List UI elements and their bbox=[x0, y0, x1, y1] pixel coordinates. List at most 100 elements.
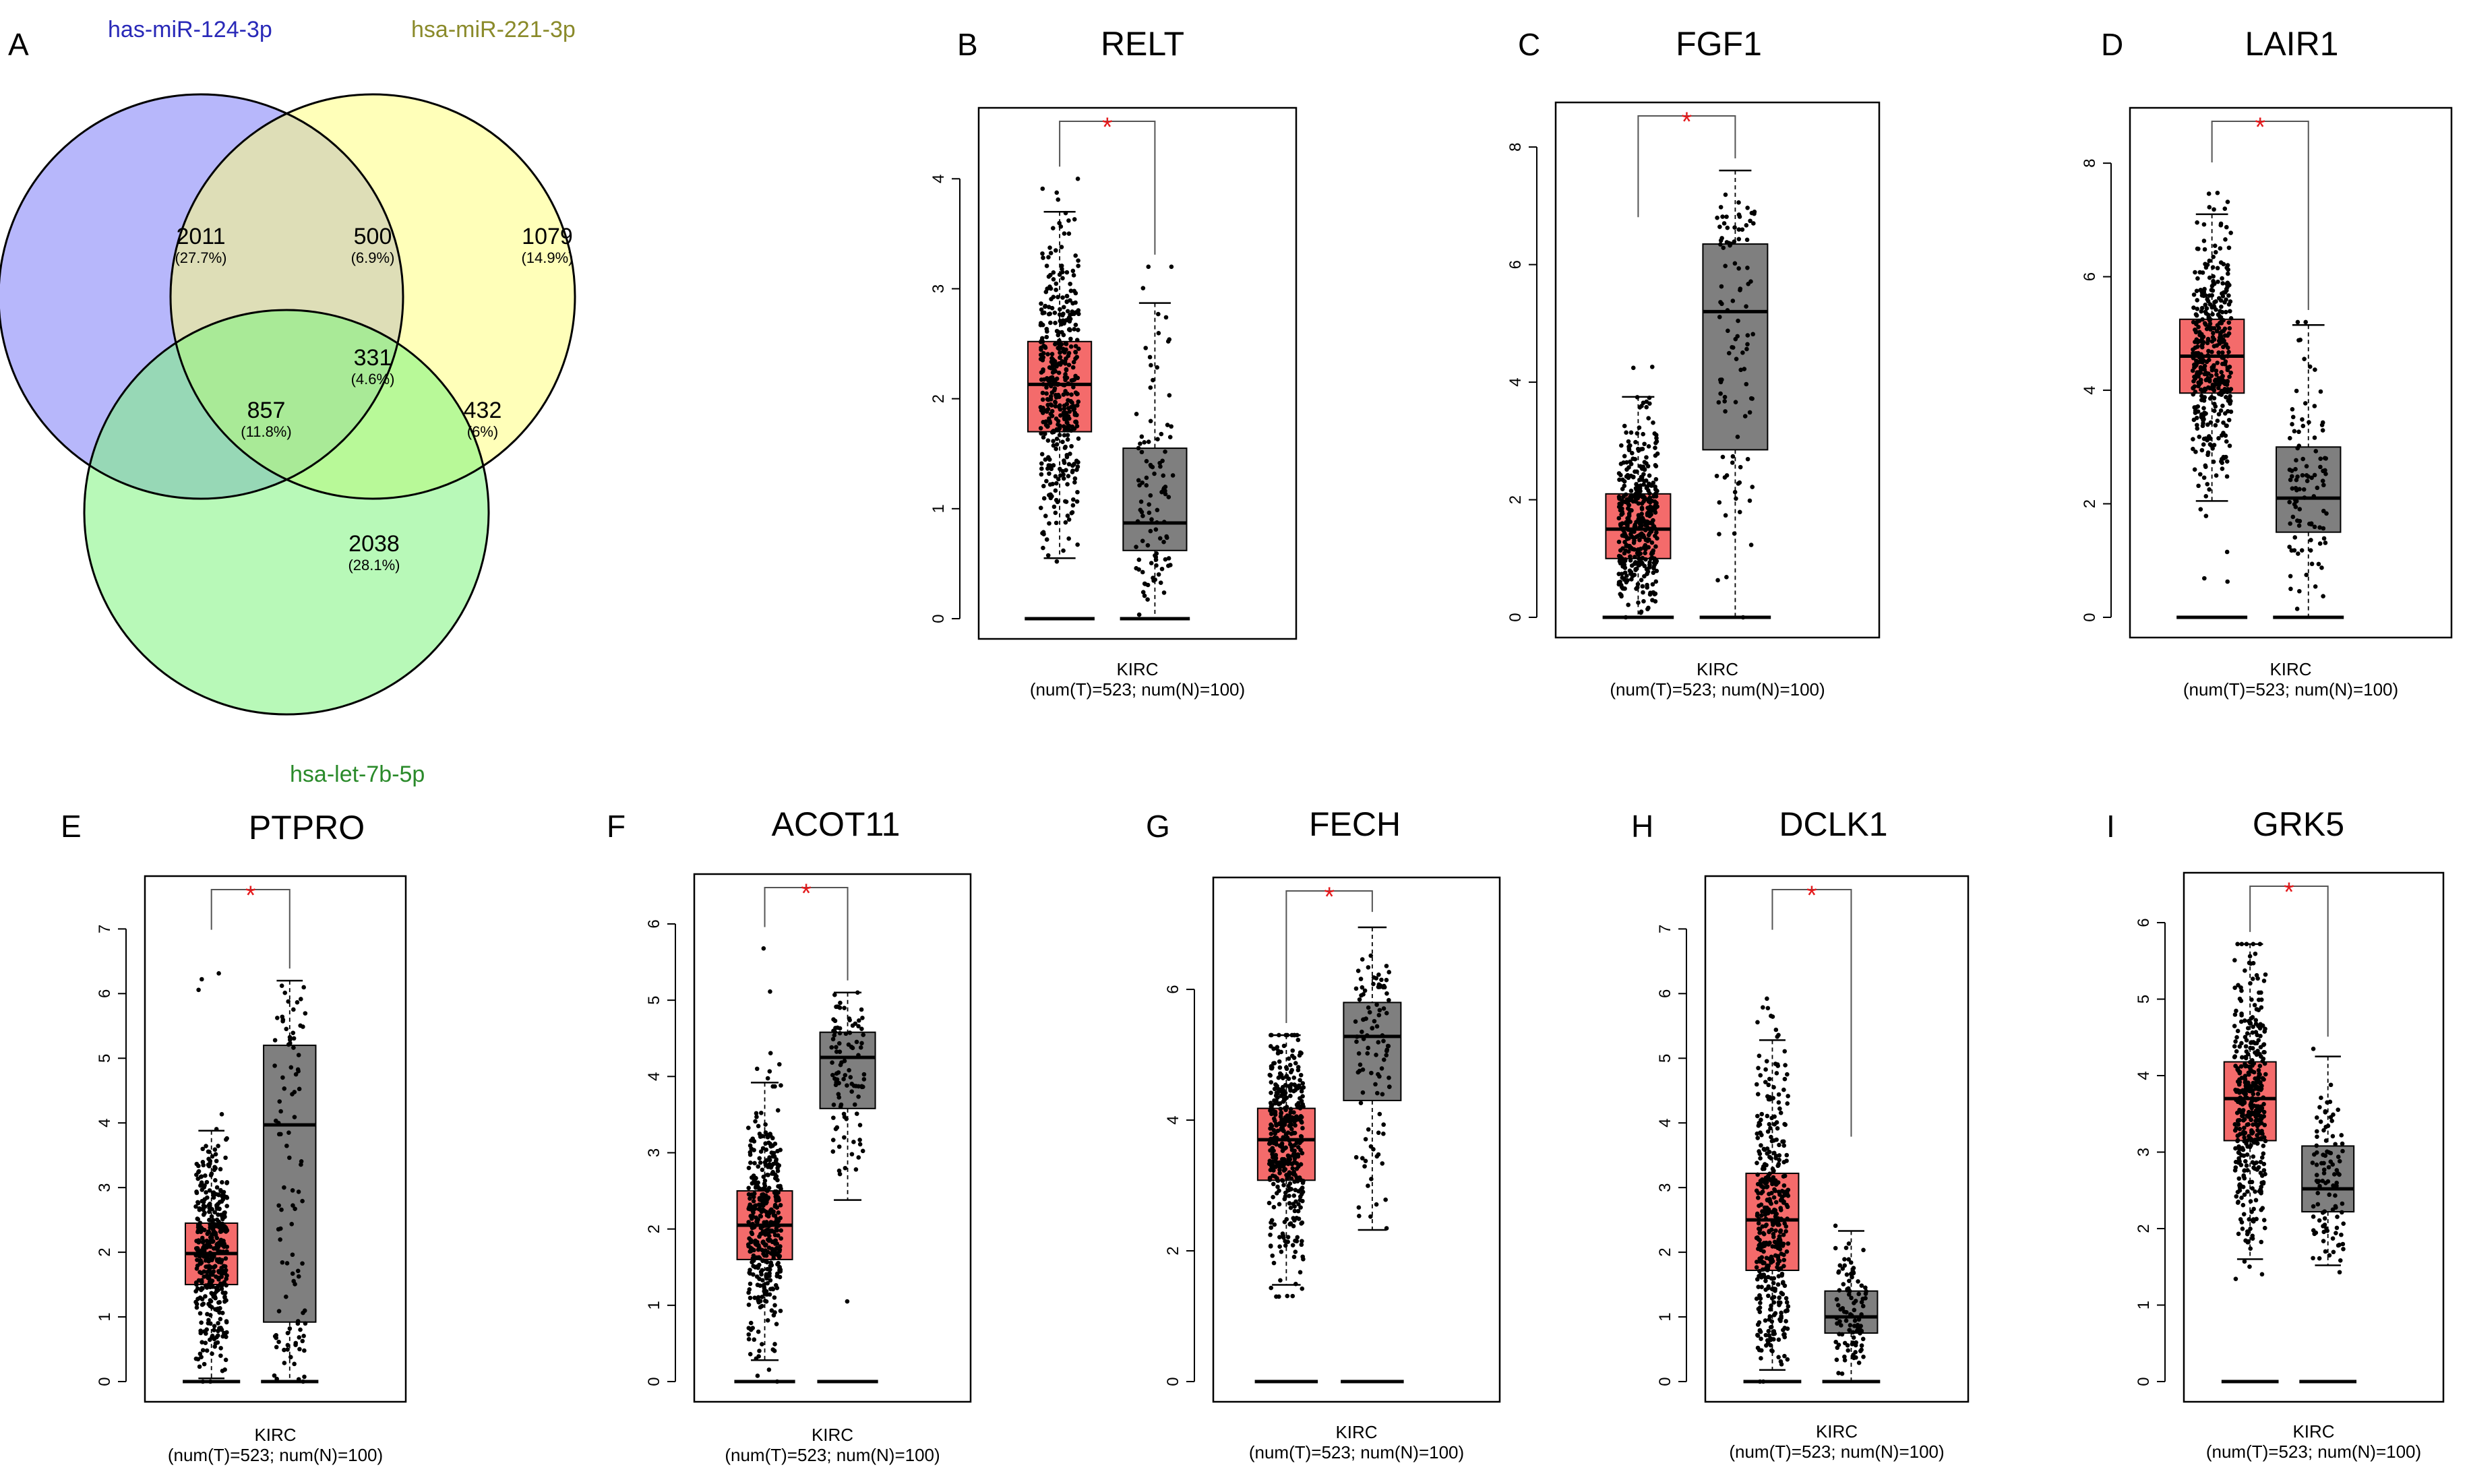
data-point bbox=[2290, 407, 2295, 412]
data-point bbox=[2314, 1143, 2319, 1148]
data-point bbox=[1852, 1301, 1856, 1305]
data-point bbox=[1833, 1245, 1838, 1251]
data-point bbox=[301, 1333, 306, 1338]
data-point bbox=[1065, 433, 1070, 437]
data-point bbox=[1136, 557, 1142, 562]
data-point bbox=[1641, 431, 1645, 437]
data-point bbox=[2340, 1210, 2344, 1215]
data-point bbox=[2209, 305, 2215, 310]
data-point bbox=[756, 1329, 761, 1334]
y-tick-label: 2 bbox=[929, 394, 948, 403]
data-point bbox=[1647, 531, 1652, 536]
data-point bbox=[220, 1290, 226, 1295]
data-point bbox=[2259, 1191, 2263, 1196]
data-point bbox=[1785, 1072, 1790, 1077]
data-point bbox=[834, 1045, 839, 1050]
data-point bbox=[1627, 544, 1633, 549]
y-tick-label: 7 bbox=[1656, 925, 1674, 933]
data-point bbox=[1269, 1103, 1275, 1108]
data-point bbox=[836, 1095, 842, 1100]
y-tick-label: 4 bbox=[1164, 1115, 1182, 1124]
data-point bbox=[2201, 398, 2207, 403]
data-point bbox=[1040, 390, 1045, 396]
data-point bbox=[2225, 579, 2230, 584]
data-point bbox=[1742, 367, 1747, 371]
data-point bbox=[1278, 1073, 1283, 1078]
data-point bbox=[1771, 1168, 1776, 1173]
data-point bbox=[859, 1026, 864, 1031]
data-point bbox=[1775, 1282, 1781, 1287]
y-tick-label: 0 bbox=[96, 1377, 114, 1386]
data-point bbox=[2246, 1114, 2251, 1119]
data-point bbox=[222, 1264, 228, 1269]
data-point bbox=[1151, 578, 1156, 583]
data-point bbox=[282, 1361, 287, 1365]
data-point bbox=[1143, 346, 1149, 350]
data-point bbox=[1288, 1107, 1293, 1111]
data-point bbox=[207, 1188, 212, 1193]
data-point bbox=[1776, 1355, 1781, 1360]
data-point bbox=[2253, 1030, 2259, 1034]
data-point bbox=[2333, 1142, 2338, 1147]
data-point bbox=[1767, 1149, 1772, 1154]
data-point bbox=[2258, 1171, 2263, 1175]
jitter-points bbox=[1267, 1032, 1306, 1299]
data-point bbox=[197, 1311, 203, 1316]
data-point bbox=[2312, 1231, 2317, 1237]
data-point bbox=[748, 1214, 754, 1218]
data-point bbox=[749, 1206, 754, 1211]
data-point bbox=[1622, 499, 1627, 504]
data-point bbox=[1624, 430, 1628, 435]
data-point bbox=[2220, 350, 2225, 355]
data-point bbox=[2305, 478, 2310, 484]
data-point bbox=[746, 1185, 751, 1191]
data-point bbox=[2227, 374, 2232, 379]
data-point bbox=[756, 1164, 761, 1169]
data-point bbox=[2248, 1021, 2253, 1026]
data-point bbox=[2289, 474, 2294, 479]
data-point bbox=[2328, 1082, 2334, 1088]
data-point bbox=[2202, 247, 2207, 252]
data-point bbox=[1041, 255, 1045, 260]
y-tick-label: 0 bbox=[2135, 1377, 2153, 1386]
data-point bbox=[2329, 1118, 2334, 1123]
data-point bbox=[774, 1205, 780, 1210]
data-point bbox=[1637, 537, 1642, 543]
data-point bbox=[1763, 1080, 1768, 1084]
data-point bbox=[1839, 1323, 1843, 1328]
data-point bbox=[1280, 1178, 1285, 1183]
data-point bbox=[2247, 1064, 2252, 1070]
data-point bbox=[1750, 396, 1755, 401]
data-point bbox=[2330, 1207, 2336, 1212]
data-point bbox=[2261, 1168, 2267, 1173]
data-point bbox=[1628, 558, 1633, 563]
data-point bbox=[1745, 206, 1750, 210]
data-point bbox=[1288, 1088, 1293, 1093]
data-point bbox=[1763, 1332, 1769, 1338]
data-point bbox=[768, 1208, 774, 1214]
jitter-points bbox=[1134, 264, 1176, 617]
data-point bbox=[2263, 1026, 2267, 1031]
data-point bbox=[1167, 393, 1172, 398]
data-point bbox=[290, 1271, 295, 1276]
data-point bbox=[1758, 1301, 1763, 1305]
data-point bbox=[748, 1249, 754, 1254]
data-point bbox=[1298, 1162, 1304, 1167]
y-tick-label: 5 bbox=[96, 1054, 114, 1063]
data-point bbox=[1074, 499, 1080, 504]
data-point bbox=[2259, 1272, 2265, 1277]
data-point bbox=[758, 1160, 763, 1165]
data-point bbox=[1650, 582, 1655, 587]
data-point bbox=[212, 1254, 216, 1259]
data-point bbox=[1380, 1161, 1385, 1166]
data-point bbox=[194, 1305, 200, 1310]
data-point bbox=[1772, 1187, 1777, 1192]
data-point bbox=[2214, 307, 2218, 312]
data-point bbox=[1781, 1087, 1786, 1092]
data-point bbox=[1300, 1125, 1305, 1131]
venn-region-percent: (11.8%) bbox=[241, 423, 291, 440]
data-point bbox=[1653, 544, 1658, 549]
data-point bbox=[1057, 220, 1062, 226]
data-point bbox=[856, 1084, 861, 1089]
